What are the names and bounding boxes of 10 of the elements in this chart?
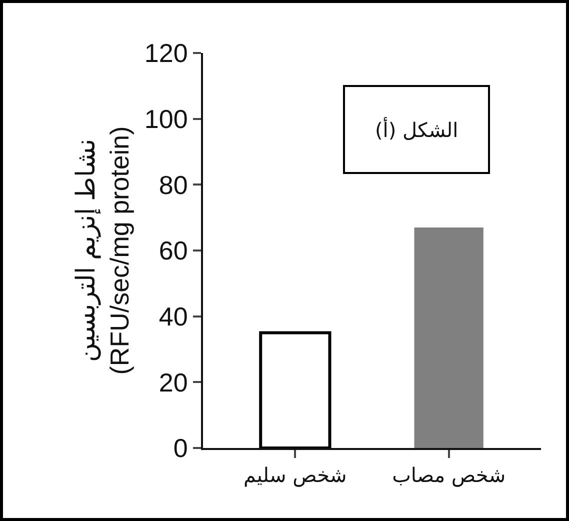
x-tick-label: شخص مصاب [392, 463, 506, 487]
y-tick-label: 20 [158, 367, 188, 398]
y-tick-label: 0 [173, 433, 188, 464]
y-tick-label: 80 [158, 170, 188, 200]
x-tick-label: شخص سليم [244, 463, 347, 487]
y-tick-label: 100 [144, 104, 188, 134]
text: الشكل (أ) [375, 117, 458, 142]
y-tick-label: 120 [144, 38, 188, 68]
y-tick-label: 60 [158, 236, 188, 266]
y-tick-label: 40 [158, 301, 188, 332]
